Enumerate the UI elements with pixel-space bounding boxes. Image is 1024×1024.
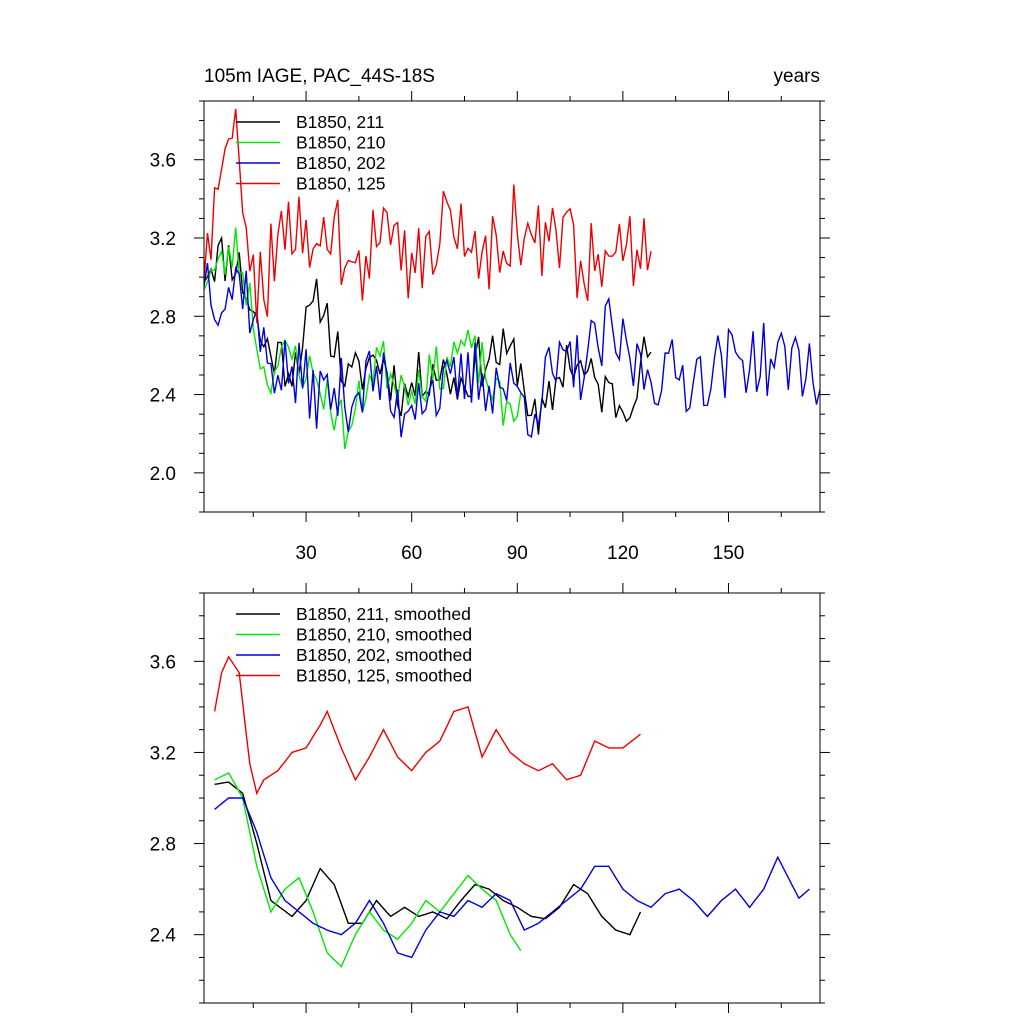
top-panel: 105m IAGE, PAC_44S-18S years 2.0 2.4 2.8 3.… — [150, 66, 830, 564]
legend-label: B1850, 125, smoothed — [296, 666, 472, 686]
x-tick-label: 30 — [296, 543, 317, 564]
series-line-3 — [203, 108, 652, 323]
legend-label: B1850, 211 — [296, 112, 384, 132]
series-line-0 — [214, 781, 642, 936]
legend-label: B1850, 210, smoothed — [296, 625, 472, 645]
y-tick-label: 3.2 — [150, 743, 176, 764]
legend-label: B1850, 210 — [296, 133, 386, 153]
series-line-2 — [203, 262, 821, 438]
legend-label: B1850, 211, smoothed — [296, 604, 471, 624]
y-tick-label: 2.4 — [150, 926, 177, 947]
top-panel-title-left: 105m IAGE, PAC_44S-18S — [204, 66, 435, 87]
x-tick-label: 150 — [713, 543, 745, 564]
top-panel-title-right: years — [774, 66, 820, 87]
y-tick-label: 3.6 — [150, 151, 176, 172]
x-tick-label: 120 — [607, 543, 639, 564]
y-tick-label: 2.4 — [150, 386, 177, 407]
series-line-1 — [214, 771, 522, 968]
legend-label: B1850, 125 — [296, 174, 386, 194]
series-line-0 — [203, 235, 652, 435]
x-tick-label: 60 — [401, 543, 422, 564]
plot-frame — [203, 100, 821, 513]
y-tick-label: 2.0 — [150, 464, 176, 485]
y-tick-label: 3.6 — [150, 652, 176, 673]
legend-label: B1850, 202, smoothed — [296, 645, 472, 665]
y-tick-label: 3.2 — [150, 229, 176, 250]
series-line-3 — [213, 655, 641, 796]
y-tick-label: 2.8 — [150, 307, 176, 328]
x-tick-label: 90 — [507, 543, 528, 564]
y-tick-label: 2.8 — [150, 835, 176, 856]
series-line-2 — [214, 797, 810, 959]
legend-label: B1850, 202 — [296, 153, 386, 173]
